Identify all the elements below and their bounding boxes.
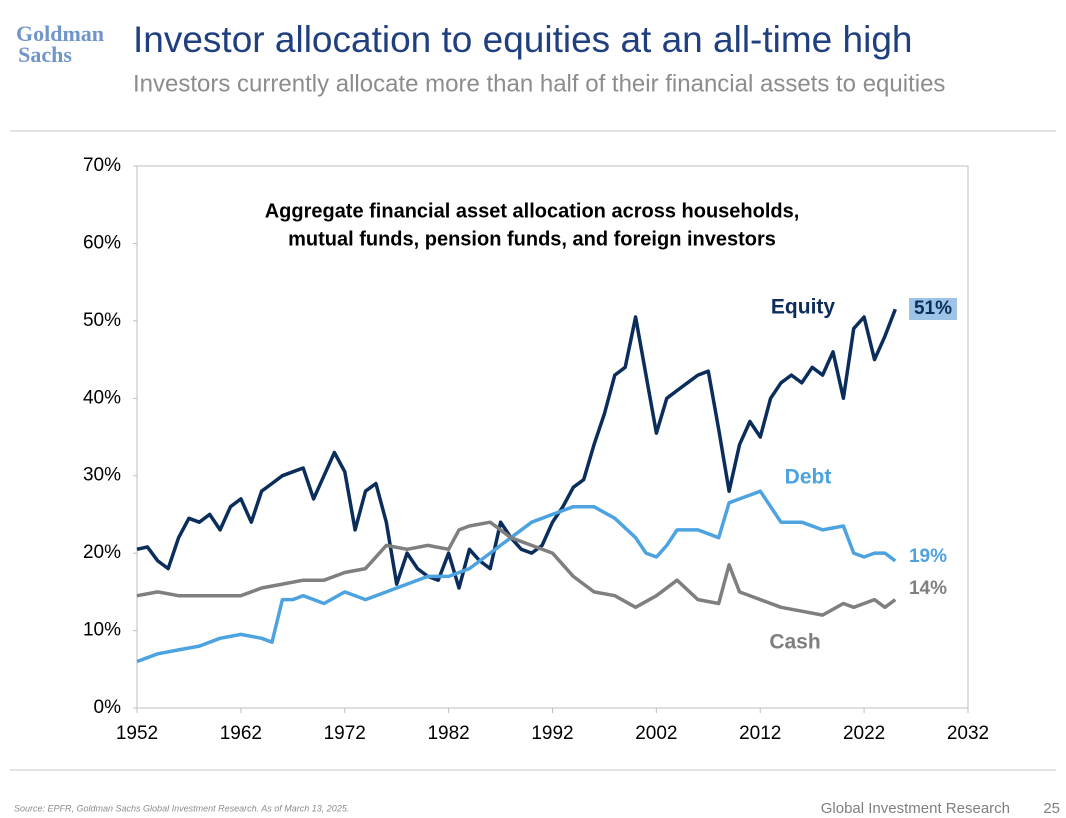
x-tick-label: 1992 xyxy=(531,723,573,744)
chart-title: mutual funds, pension funds, and foreign… xyxy=(288,228,776,250)
x-tick-label: 1972 xyxy=(324,723,366,744)
brand: Global Investment Research xyxy=(821,800,1010,817)
end-label: 51% xyxy=(914,298,952,319)
y-tick-label: 0% xyxy=(94,697,122,718)
x-tick-label: 1952 xyxy=(116,723,158,744)
x-tick-label: 1982 xyxy=(427,723,469,744)
page-number: 25 xyxy=(1043,800,1060,817)
source: Source: EPFR, Goldman Sachs Global Inves… xyxy=(14,803,349,813)
end-label-box xyxy=(909,298,957,320)
series-label: Equity xyxy=(771,296,835,319)
subtitle: Investors currently allocate more than h… xyxy=(133,70,945,97)
series-line xyxy=(136,308,897,590)
series-line xyxy=(136,489,897,664)
y-tick-label: 30% xyxy=(83,465,121,486)
logo: Goldman xyxy=(16,21,104,46)
end-label: 14% xyxy=(909,578,947,599)
title: Investor allocation to equities at an al… xyxy=(133,19,913,60)
y-tick-label: 70% xyxy=(83,155,121,176)
y-tick-label: 50% xyxy=(83,310,121,331)
logo: Sachs xyxy=(18,42,72,67)
series-label: Debt xyxy=(785,466,832,489)
y-tick-label: 60% xyxy=(83,232,121,253)
x-tick-label: 2032 xyxy=(947,723,989,744)
x-tick-label: 2002 xyxy=(635,723,677,744)
chart-title: Aggregate financial asset allocation acr… xyxy=(265,200,800,222)
series-label: Cash xyxy=(769,631,820,654)
y-tick-label: 20% xyxy=(83,542,121,563)
y-tick-label: 10% xyxy=(83,620,121,641)
x-tick-label: 2012 xyxy=(739,723,781,744)
end-label: 19% xyxy=(909,546,947,567)
series-line xyxy=(136,520,897,617)
x-tick-label: 1962 xyxy=(220,723,262,744)
x-tick-label: 2022 xyxy=(843,723,885,744)
y-tick-label: 40% xyxy=(83,387,121,408)
